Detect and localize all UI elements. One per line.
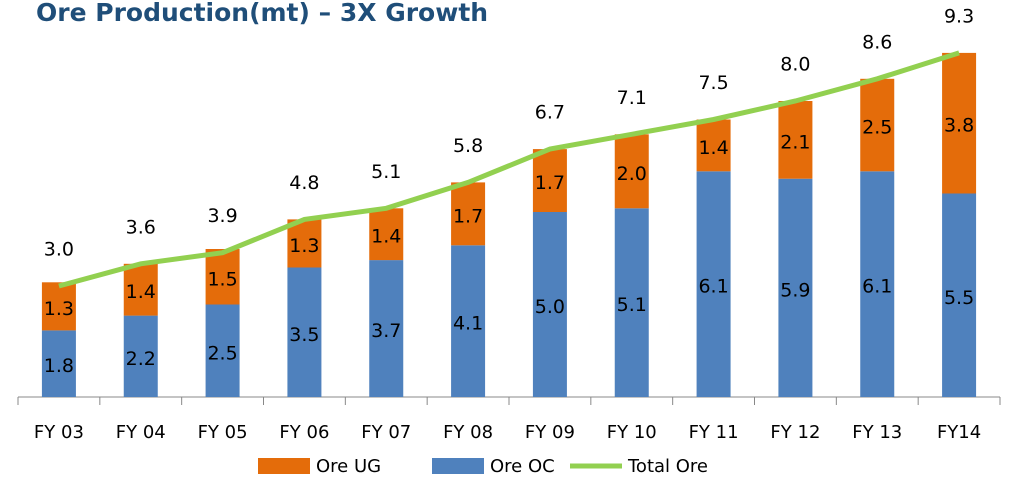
bar-segment — [287, 219, 322, 268]
value-label: 2.2 — [126, 348, 156, 370]
value-label: 5.0 — [535, 296, 565, 318]
bar-segment — [451, 245, 486, 397]
value-label: 1.4 — [126, 281, 156, 303]
value-label: 1.3 — [44, 298, 74, 320]
bar-segment — [614, 208, 649, 397]
x-tick-label: FY14 — [937, 422, 981, 443]
bar-segment — [860, 78, 895, 172]
value-label: 6.1 — [698, 276, 728, 298]
value-label: 5.1 — [371, 161, 401, 183]
value-label: 2.5 — [207, 342, 237, 364]
value-label: 4.1 — [453, 313, 483, 335]
legend-swatch — [258, 458, 310, 474]
value-label: 6.7 — [535, 102, 565, 124]
bar-segment — [778, 178, 813, 397]
value-label: 8.0 — [780, 54, 810, 76]
value-label: 7.5 — [698, 72, 728, 94]
bar-segment — [778, 101, 813, 179]
x-tick-label: FY 06 — [279, 422, 329, 443]
value-label: 5.8 — [453, 135, 483, 157]
value-label: 2.5 — [862, 117, 892, 139]
value-label: 1.5 — [207, 268, 237, 290]
bar-segment — [532, 149, 567, 212]
legend-label: Total Ore — [627, 456, 708, 477]
value-label: 1.3 — [289, 235, 319, 257]
bar-segment — [696, 171, 731, 397]
bar-segment — [123, 263, 158, 316]
bar-segment — [532, 212, 567, 397]
x-tick-label: FY 04 — [116, 422, 166, 443]
legend-label: Ore UG — [316, 456, 381, 477]
legend-label: Ore OC — [490, 456, 555, 477]
bar-segment — [205, 249, 240, 305]
bar-segment — [287, 267, 322, 397]
bar-segment — [942, 193, 977, 397]
x-tick-label: FY 08 — [443, 422, 493, 443]
value-label: 3.8 — [944, 115, 974, 137]
x-tick-label: FY 12 — [770, 422, 820, 443]
x-tick-label: FY 10 — [607, 422, 657, 443]
x-tick-label: FY 03 — [34, 422, 84, 443]
value-label: 3.0 — [44, 239, 74, 261]
value-label: 2.1 — [780, 131, 810, 153]
value-label: 7.1 — [617, 87, 647, 109]
value-label: 1.4 — [698, 137, 728, 159]
bar-segment — [369, 260, 404, 397]
x-tick-label: FY 07 — [361, 422, 411, 443]
value-label: 1.7 — [453, 205, 483, 227]
value-label: 5.1 — [617, 294, 647, 316]
value-label: 3.5 — [289, 324, 319, 346]
chart-title: Ore Production(mt) – 3X Growth — [36, 0, 488, 27]
value-label: 1.7 — [535, 172, 565, 194]
value-label: 5.9 — [780, 279, 810, 301]
x-tick-label: FY 13 — [852, 422, 902, 443]
value-label: 1.4 — [371, 226, 401, 248]
value-label: 9.3 — [944, 5, 974, 27]
value-label: 3.9 — [207, 205, 237, 227]
bar-segment — [860, 171, 895, 397]
value-label: 1.8 — [44, 355, 74, 377]
x-tick-label: FY 09 — [525, 422, 575, 443]
x-tick-label: FY 11 — [689, 422, 739, 443]
total-line — [58, 50, 960, 289]
bar-segment — [41, 282, 76, 331]
value-label: 6.1 — [862, 276, 892, 298]
value-label: 5.5 — [944, 287, 974, 309]
bar-segment — [696, 119, 731, 172]
value-label: 3.6 — [126, 216, 156, 238]
bar-segment — [41, 330, 76, 397]
legend-swatch — [432, 458, 484, 474]
x-tick-label: FY 05 — [198, 422, 248, 443]
bar-segment — [942, 52, 977, 194]
value-label: 4.8 — [289, 172, 319, 194]
value-label: 8.6 — [862, 31, 892, 53]
bar-segment — [205, 304, 240, 397]
bar-segment — [123, 315, 158, 397]
value-label: 2.0 — [617, 163, 647, 185]
bar-segment — [614, 134, 649, 209]
value-label: 3.7 — [371, 320, 401, 342]
bar-segment — [451, 182, 486, 246]
bar-segment — [369, 208, 404, 261]
